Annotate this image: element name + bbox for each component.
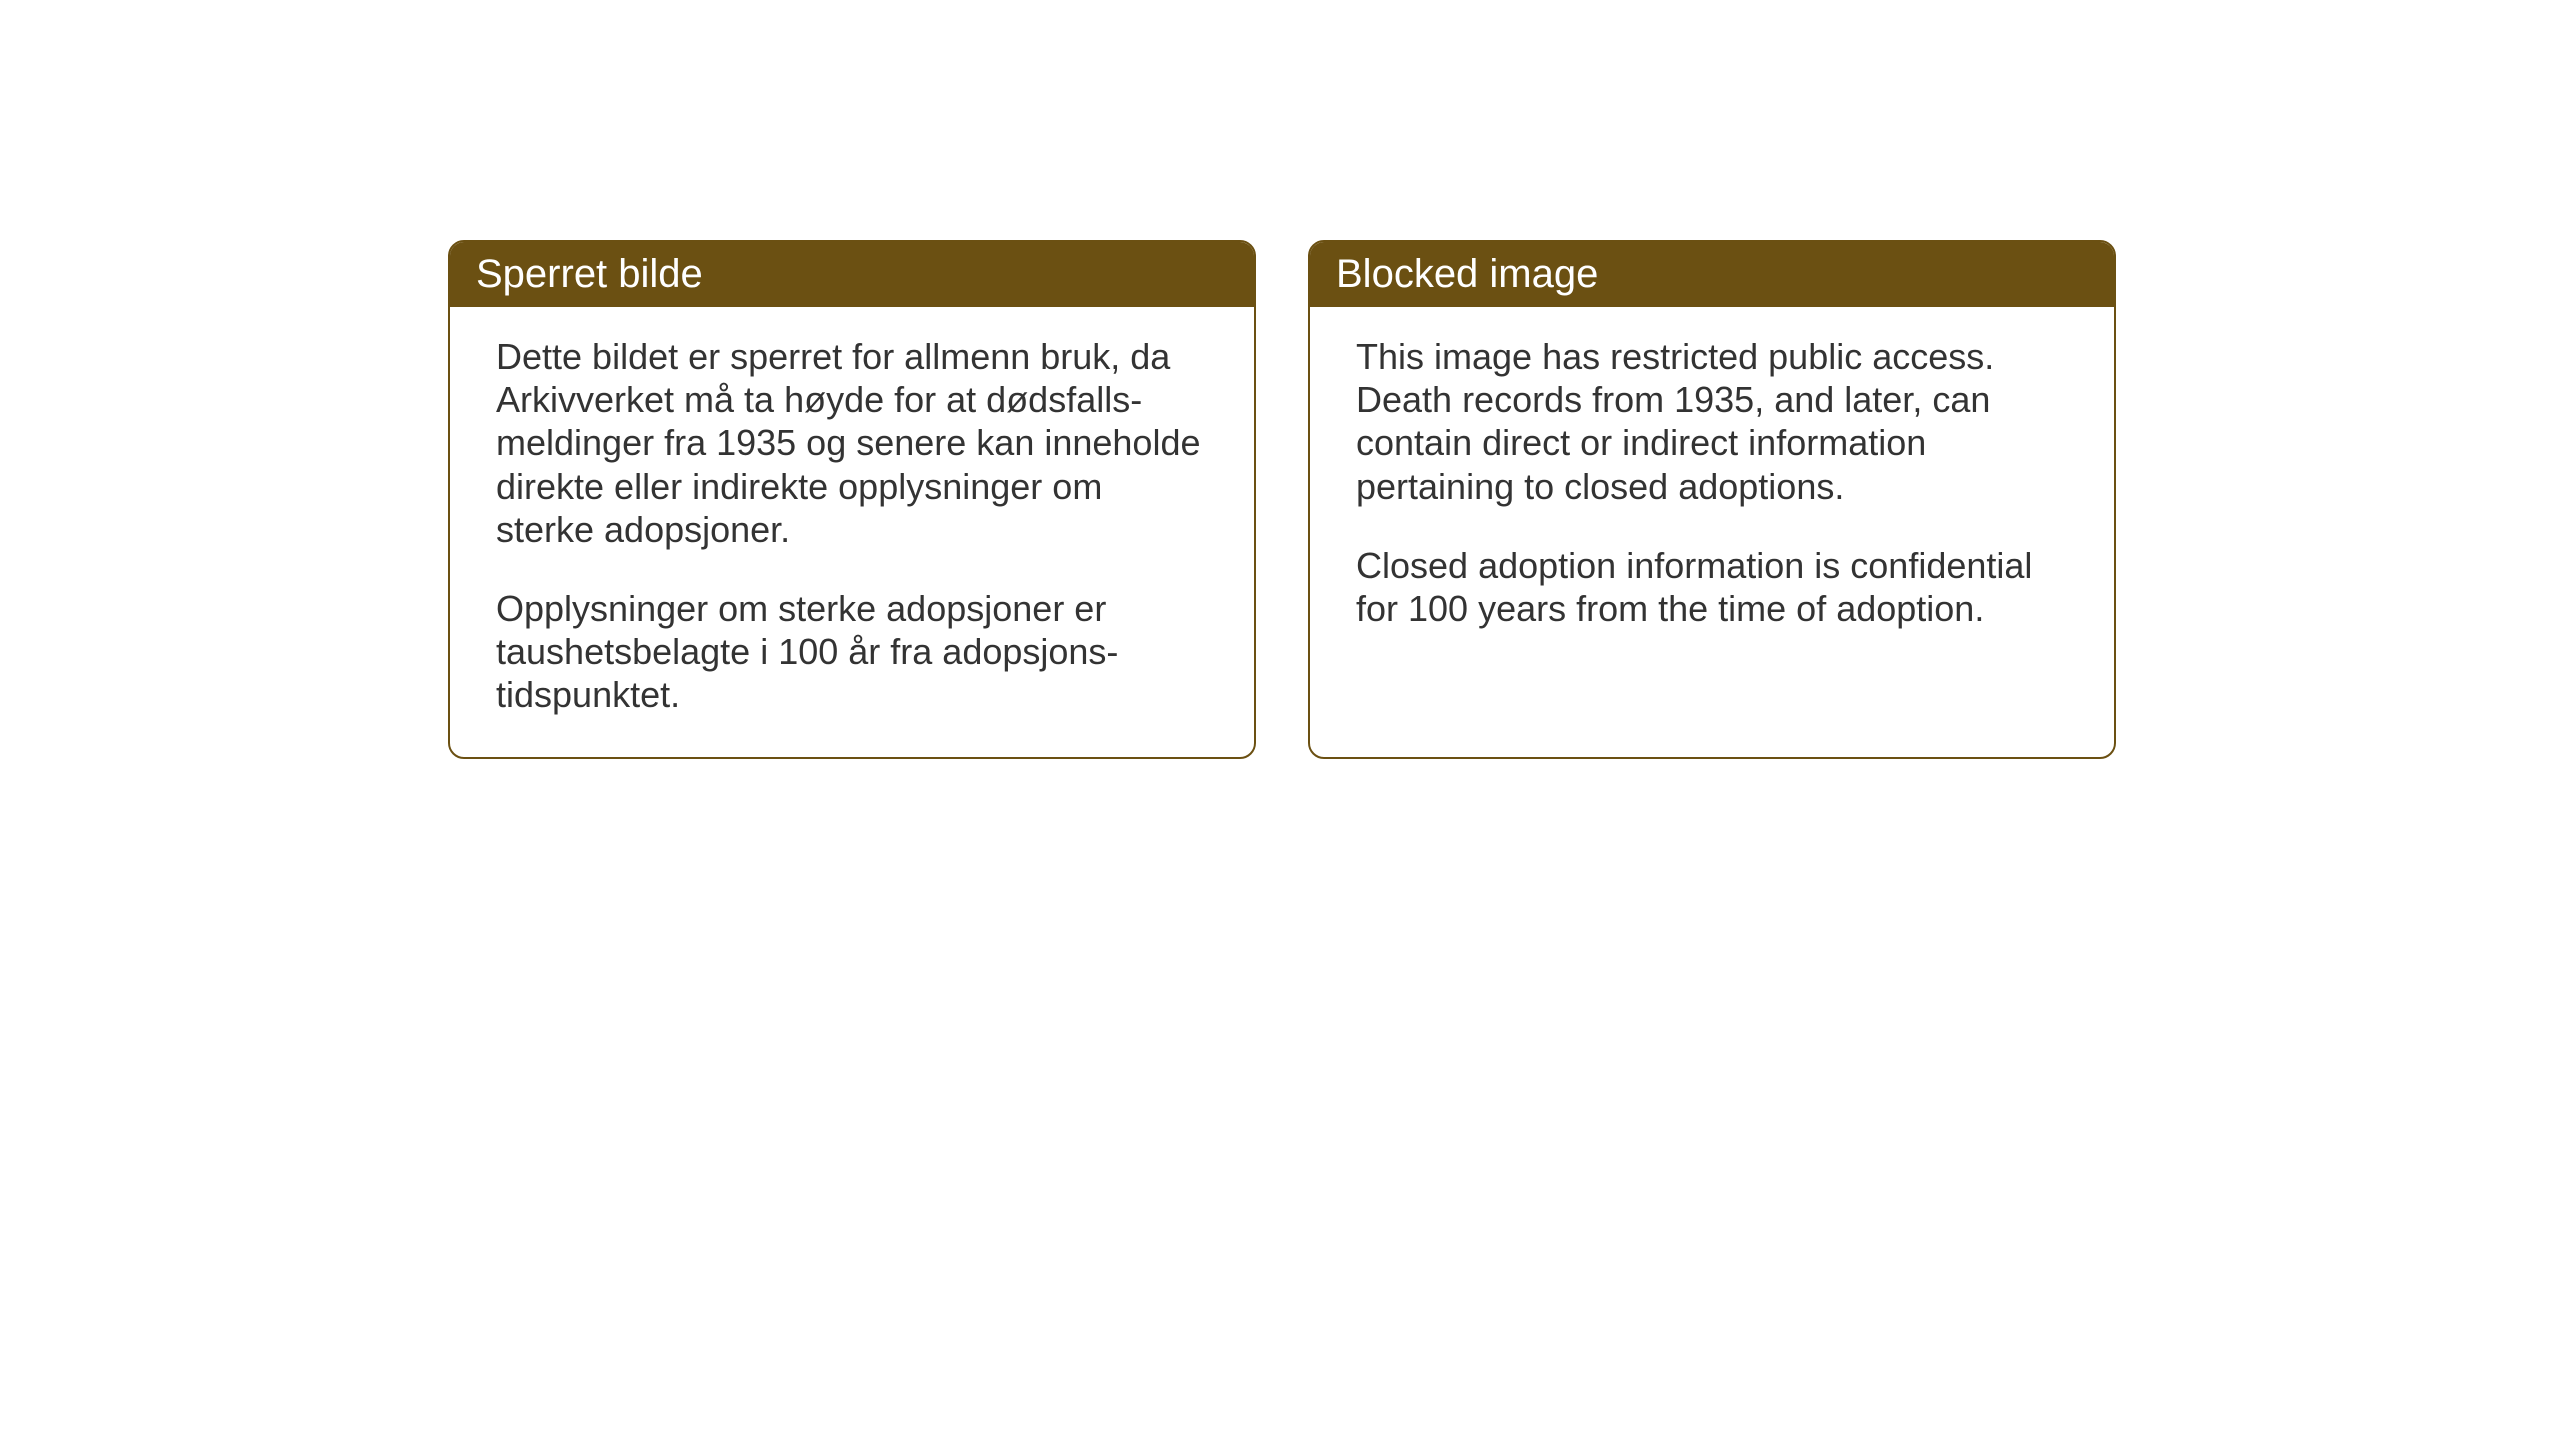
english-paragraph-1: This image has restricted public access.… [1356, 335, 2068, 508]
english-card-header: Blocked image [1310, 242, 2114, 307]
english-card-body: This image has restricted public access.… [1310, 307, 2114, 737]
english-paragraph-2: Closed adoption information is confident… [1356, 544, 2068, 630]
norwegian-paragraph-2: Opplysninger om sterke adopsjoner er tau… [496, 587, 1208, 717]
norwegian-paragraph-1: Dette bildet er sperret for allmenn bruk… [496, 335, 1208, 551]
norwegian-card-body: Dette bildet er sperret for allmenn bruk… [450, 307, 1254, 757]
norwegian-card-title: Sperret bilde [476, 252, 703, 296]
cards-container: Sperret bilde Dette bildet er sperret fo… [448, 240, 2116, 759]
norwegian-card: Sperret bilde Dette bildet er sperret fo… [448, 240, 1256, 759]
norwegian-card-header: Sperret bilde [450, 242, 1254, 307]
english-card-title: Blocked image [1336, 252, 1598, 296]
english-card: Blocked image This image has restricted … [1308, 240, 2116, 759]
